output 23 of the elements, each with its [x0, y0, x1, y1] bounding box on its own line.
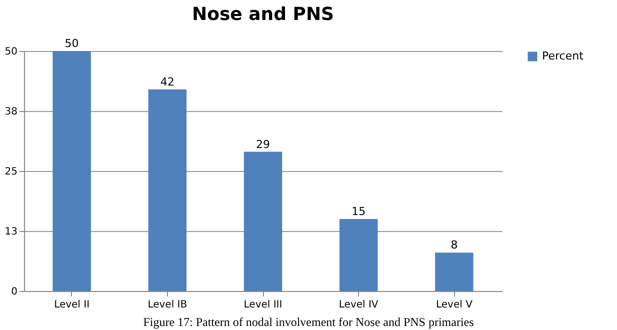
x-tick-label: Level IV: [338, 300, 378, 310]
bar: [52, 51, 91, 291]
data-label: 8: [450, 238, 458, 252]
data-label: 42: [160, 75, 174, 88]
bar: [244, 152, 282, 291]
x-tick-label: Level III: [244, 300, 282, 310]
y-tick-label: 50: [4, 46, 18, 58]
y-tick-label: 25: [4, 166, 18, 178]
bar: [148, 89, 187, 291]
data-label: 50: [64, 37, 79, 50]
caption: Figure 17: Pattern of nodal involvement for Nose and PNS primaries: [142, 315, 475, 330]
data-label: 29: [256, 138, 270, 151]
bar: [435, 252, 474, 291]
legend-label: Percent: [542, 50, 584, 62]
y-tick-label: 13: [4, 226, 18, 238]
y-tick-label: 0: [11, 286, 18, 298]
y-tick-label: 38: [4, 106, 18, 118]
data-label: 15: [352, 205, 366, 218]
chart-title: Nose and PNS: [192, 4, 334, 25]
x-tick-label: Level IB: [148, 300, 188, 310]
bar: [339, 219, 378, 291]
x-tick-label: Level V: [436, 300, 473, 310]
x-tick-label: Level II: [54, 300, 90, 310]
